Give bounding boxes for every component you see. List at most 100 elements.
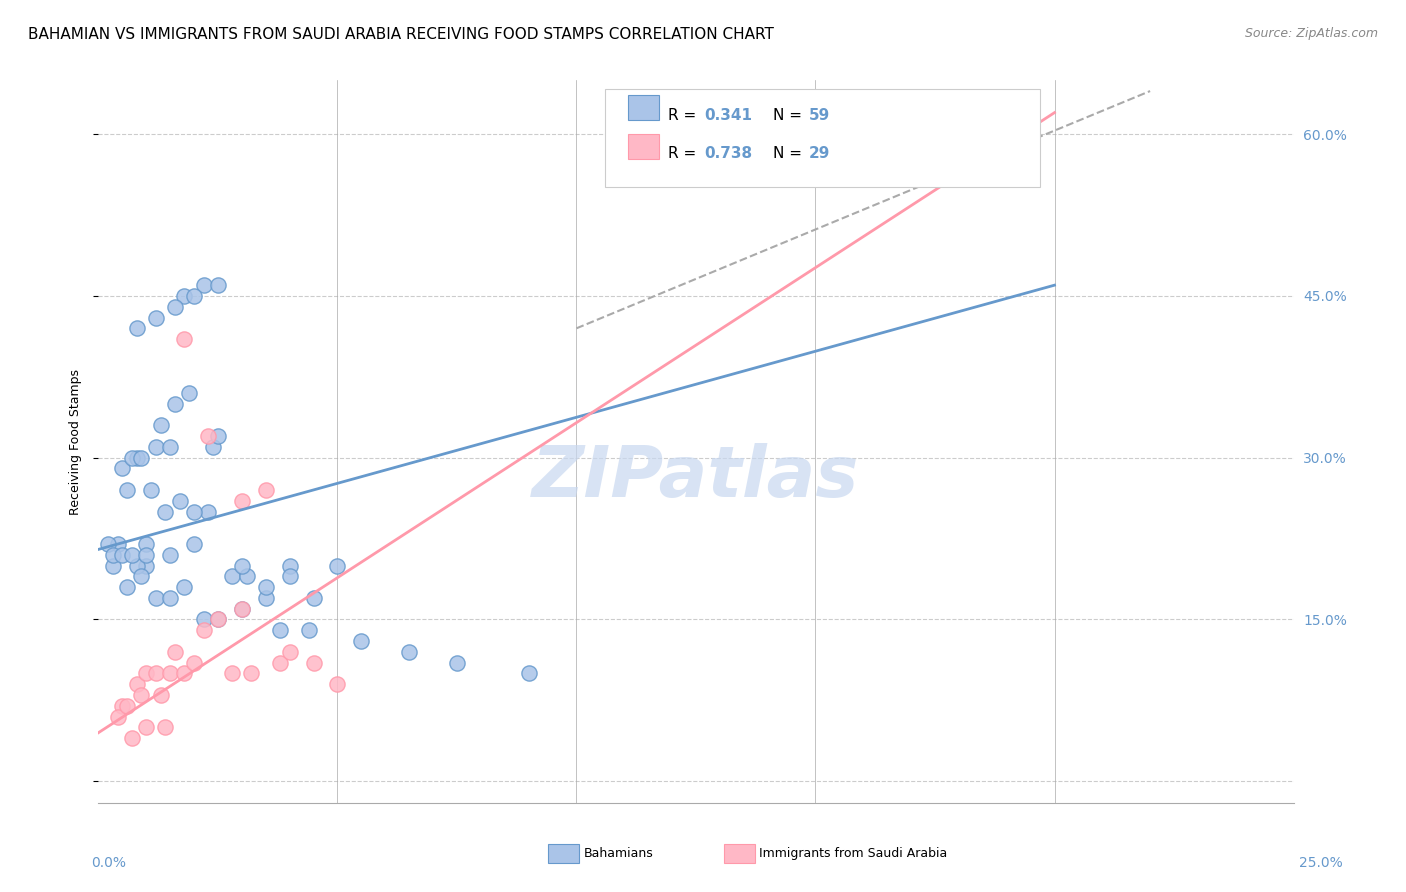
Point bbox=[149, 418, 172, 433]
Point bbox=[183, 289, 205, 303]
Point bbox=[197, 429, 219, 443]
Point bbox=[135, 720, 157, 734]
Point bbox=[948, 160, 970, 174]
Text: 0.0%: 0.0% bbox=[91, 856, 127, 871]
Point bbox=[398, 645, 420, 659]
Point bbox=[101, 558, 124, 573]
Point bbox=[193, 612, 215, 626]
Point bbox=[183, 505, 205, 519]
Point bbox=[125, 558, 148, 573]
Point bbox=[173, 580, 195, 594]
Point bbox=[446, 656, 468, 670]
Point bbox=[183, 656, 205, 670]
Point bbox=[111, 461, 134, 475]
Point bbox=[149, 688, 172, 702]
Point bbox=[179, 386, 201, 401]
Point bbox=[298, 624, 321, 638]
Point bbox=[111, 548, 134, 562]
Point bbox=[135, 548, 157, 562]
Point bbox=[107, 709, 129, 723]
Point bbox=[231, 493, 253, 508]
Point bbox=[207, 612, 229, 626]
Point bbox=[173, 289, 195, 303]
Point bbox=[231, 601, 253, 615]
Point bbox=[278, 569, 301, 583]
Point bbox=[197, 505, 219, 519]
Point bbox=[115, 698, 138, 713]
Point bbox=[302, 656, 325, 670]
Point bbox=[221, 666, 243, 681]
Point bbox=[207, 612, 229, 626]
Text: R =: R = bbox=[668, 108, 702, 123]
Text: Source: ZipAtlas.com: Source: ZipAtlas.com bbox=[1244, 27, 1378, 40]
Point bbox=[121, 731, 143, 745]
Text: R =: R = bbox=[668, 146, 702, 161]
Point bbox=[173, 666, 195, 681]
Point bbox=[125, 321, 148, 335]
Point bbox=[163, 300, 186, 314]
Point bbox=[145, 310, 167, 325]
Text: ZIPatlas: ZIPatlas bbox=[533, 443, 859, 512]
Point bbox=[269, 624, 291, 638]
Point bbox=[145, 666, 167, 681]
Point bbox=[326, 677, 349, 691]
Point bbox=[159, 591, 181, 605]
Point bbox=[125, 450, 148, 465]
Point bbox=[115, 483, 138, 497]
Point bbox=[163, 397, 186, 411]
Point bbox=[278, 558, 301, 573]
Text: BAHAMIAN VS IMMIGRANTS FROM SAUDI ARABIA RECEIVING FOOD STAMPS CORRELATION CHART: BAHAMIAN VS IMMIGRANTS FROM SAUDI ARABIA… bbox=[28, 27, 773, 42]
Point bbox=[169, 493, 191, 508]
Point bbox=[101, 548, 124, 562]
Point bbox=[254, 580, 277, 594]
Text: 0.341: 0.341 bbox=[704, 108, 752, 123]
Point bbox=[131, 688, 153, 702]
Point bbox=[173, 332, 195, 346]
Text: Bahamians: Bahamians bbox=[583, 847, 654, 861]
Point bbox=[135, 666, 157, 681]
Point bbox=[121, 548, 143, 562]
Text: Immigrants from Saudi Arabia: Immigrants from Saudi Arabia bbox=[759, 847, 948, 861]
Point bbox=[231, 601, 253, 615]
Point bbox=[155, 505, 177, 519]
Point bbox=[231, 558, 253, 573]
Point bbox=[254, 591, 277, 605]
Point bbox=[221, 569, 243, 583]
Point bbox=[115, 580, 138, 594]
Point bbox=[145, 440, 167, 454]
Point bbox=[131, 569, 153, 583]
Point bbox=[235, 569, 257, 583]
Point bbox=[111, 698, 134, 713]
Text: N =: N = bbox=[773, 146, 807, 161]
Point bbox=[135, 558, 157, 573]
Point bbox=[193, 278, 215, 293]
Text: N =: N = bbox=[773, 108, 807, 123]
Point bbox=[159, 548, 181, 562]
Point bbox=[183, 537, 205, 551]
Point bbox=[139, 483, 162, 497]
Point bbox=[135, 537, 157, 551]
Point bbox=[302, 591, 325, 605]
Point bbox=[350, 634, 373, 648]
Text: 29: 29 bbox=[808, 146, 830, 161]
Point bbox=[269, 656, 291, 670]
Point bbox=[326, 558, 349, 573]
Point bbox=[131, 450, 153, 465]
Point bbox=[207, 429, 229, 443]
Point bbox=[121, 450, 143, 465]
Point bbox=[125, 677, 148, 691]
Point bbox=[517, 666, 540, 681]
Point bbox=[254, 483, 277, 497]
Point bbox=[207, 278, 229, 293]
Y-axis label: Receiving Food Stamps: Receiving Food Stamps bbox=[69, 368, 83, 515]
Text: 59: 59 bbox=[808, 108, 830, 123]
Text: 25.0%: 25.0% bbox=[1299, 856, 1343, 871]
Point bbox=[163, 645, 186, 659]
Text: 0.738: 0.738 bbox=[704, 146, 752, 161]
Point bbox=[159, 666, 181, 681]
Point bbox=[202, 440, 225, 454]
Point bbox=[159, 440, 181, 454]
Point bbox=[155, 720, 177, 734]
Point bbox=[193, 624, 215, 638]
Point bbox=[278, 645, 301, 659]
